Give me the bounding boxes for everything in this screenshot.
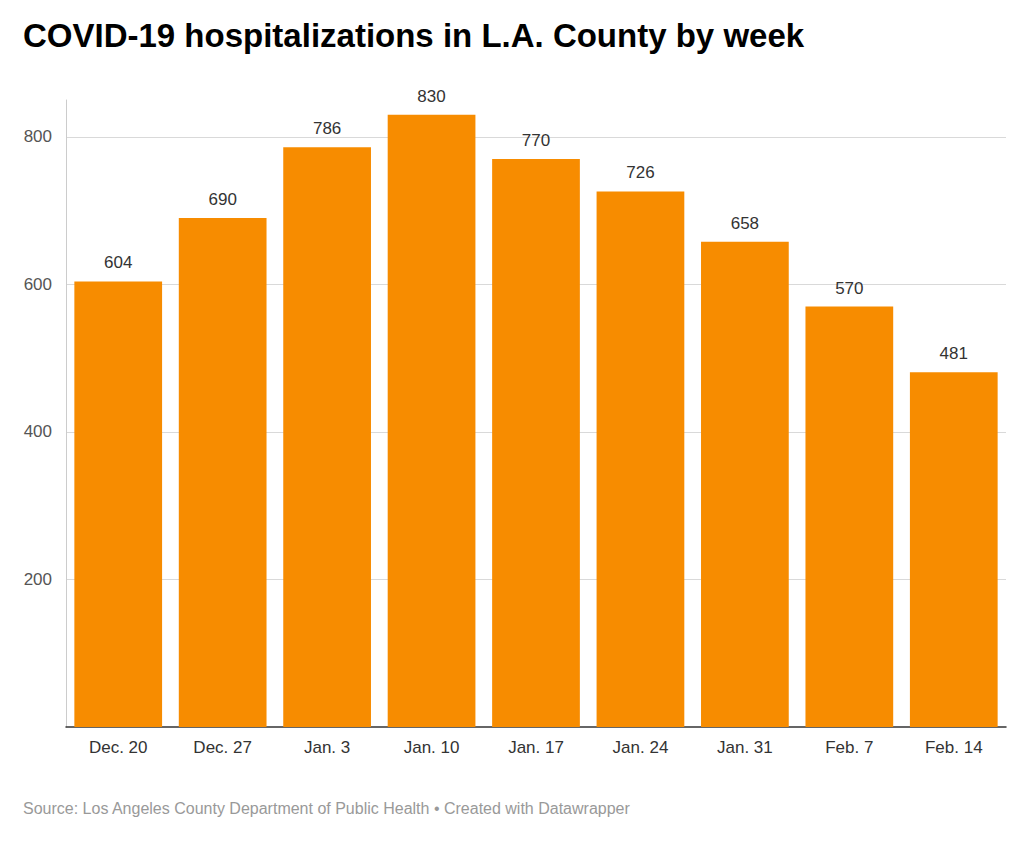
svg-text:400: 400	[24, 422, 52, 441]
svg-text:658: 658	[731, 214, 759, 233]
svg-text:830: 830	[417, 87, 445, 106]
svg-text:Dec. 20: Dec. 20	[89, 738, 148, 757]
svg-text:200: 200	[24, 570, 52, 589]
svg-text:Feb. 7: Feb. 7	[825, 738, 873, 757]
svg-text:Jan. 24: Jan. 24	[613, 738, 669, 757]
svg-text:Source: Los Angeles County Dep: Source: Los Angeles County Department of…	[23, 800, 630, 817]
svg-text:Jan. 31: Jan. 31	[717, 738, 773, 757]
svg-text:800: 800	[24, 127, 52, 146]
svg-text:Feb. 14: Feb. 14	[925, 738, 983, 757]
svg-text:481: 481	[940, 344, 968, 363]
svg-text:770: 770	[522, 131, 550, 150]
svg-text:Jan. 3: Jan. 3	[304, 738, 350, 757]
svg-text:600: 600	[24, 275, 52, 294]
svg-text:726: 726	[626, 163, 654, 182]
svg-text:570: 570	[835, 279, 863, 298]
svg-text:Jan. 10: Jan. 10	[404, 738, 460, 757]
svg-text:690: 690	[208, 190, 236, 209]
svg-text:604: 604	[104, 253, 132, 272]
svg-text:Dec. 27: Dec. 27	[193, 738, 252, 757]
svg-text:Jan. 17: Jan. 17	[508, 738, 564, 757]
svg-text:COVID-19 hospitalizations in L: COVID-19 hospitalizations in L.A. County…	[23, 17, 805, 54]
svg-text:786: 786	[313, 119, 341, 138]
